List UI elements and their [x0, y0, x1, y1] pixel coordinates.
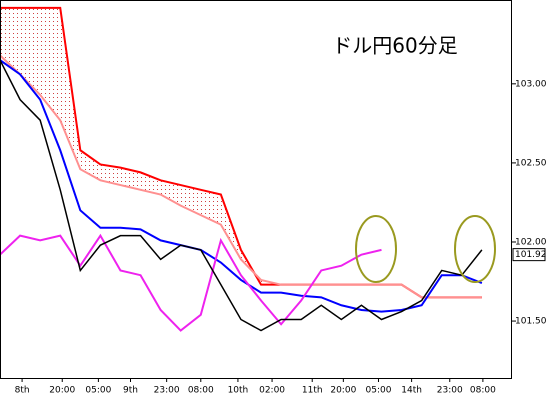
- series-line: [0, 59, 483, 332]
- series-line: [0, 233, 382, 332]
- chart-title: ドル円60分足: [332, 34, 457, 58]
- last-price-label: 101.92: [515, 250, 546, 260]
- x-tick-label: 8th: [15, 386, 30, 396]
- y-tick-label: 101.50: [515, 317, 546, 327]
- y-tick-label: 103.00: [515, 79, 546, 89]
- plot-frame: [0, 0, 512, 379]
- x-tick-label: 14th: [401, 386, 422, 396]
- x-tick-label: 11th: [302, 386, 323, 396]
- x-tick-label: 20:00: [330, 386, 356, 396]
- x-tick-label: 10th: [228, 386, 249, 396]
- x-tick-label: 02:00: [259, 386, 285, 396]
- x-tick-label: 08:00: [470, 386, 496, 396]
- highlight-circle: [355, 215, 397, 283]
- y-tick-label: 102.00: [515, 237, 546, 247]
- x-tick-label: 08:00: [188, 386, 214, 396]
- x-tick-label: 9th: [123, 386, 138, 396]
- series-line: [0, 59, 483, 313]
- x-tick-label: 20:00: [49, 386, 75, 396]
- highlight-circle: [454, 215, 496, 283]
- series-line: [0, 54, 482, 299]
- last-price-box: [512, 248, 546, 262]
- x-tick-label: 23:00: [154, 386, 180, 396]
- x-tick-label: 05:00: [85, 386, 111, 396]
- x-tick-label: 05:00: [366, 386, 392, 396]
- x-tick-label: 23:00: [437, 386, 463, 396]
- cloud-fill: [0, 7, 482, 298]
- y-tick-label: 102.50: [515, 158, 546, 168]
